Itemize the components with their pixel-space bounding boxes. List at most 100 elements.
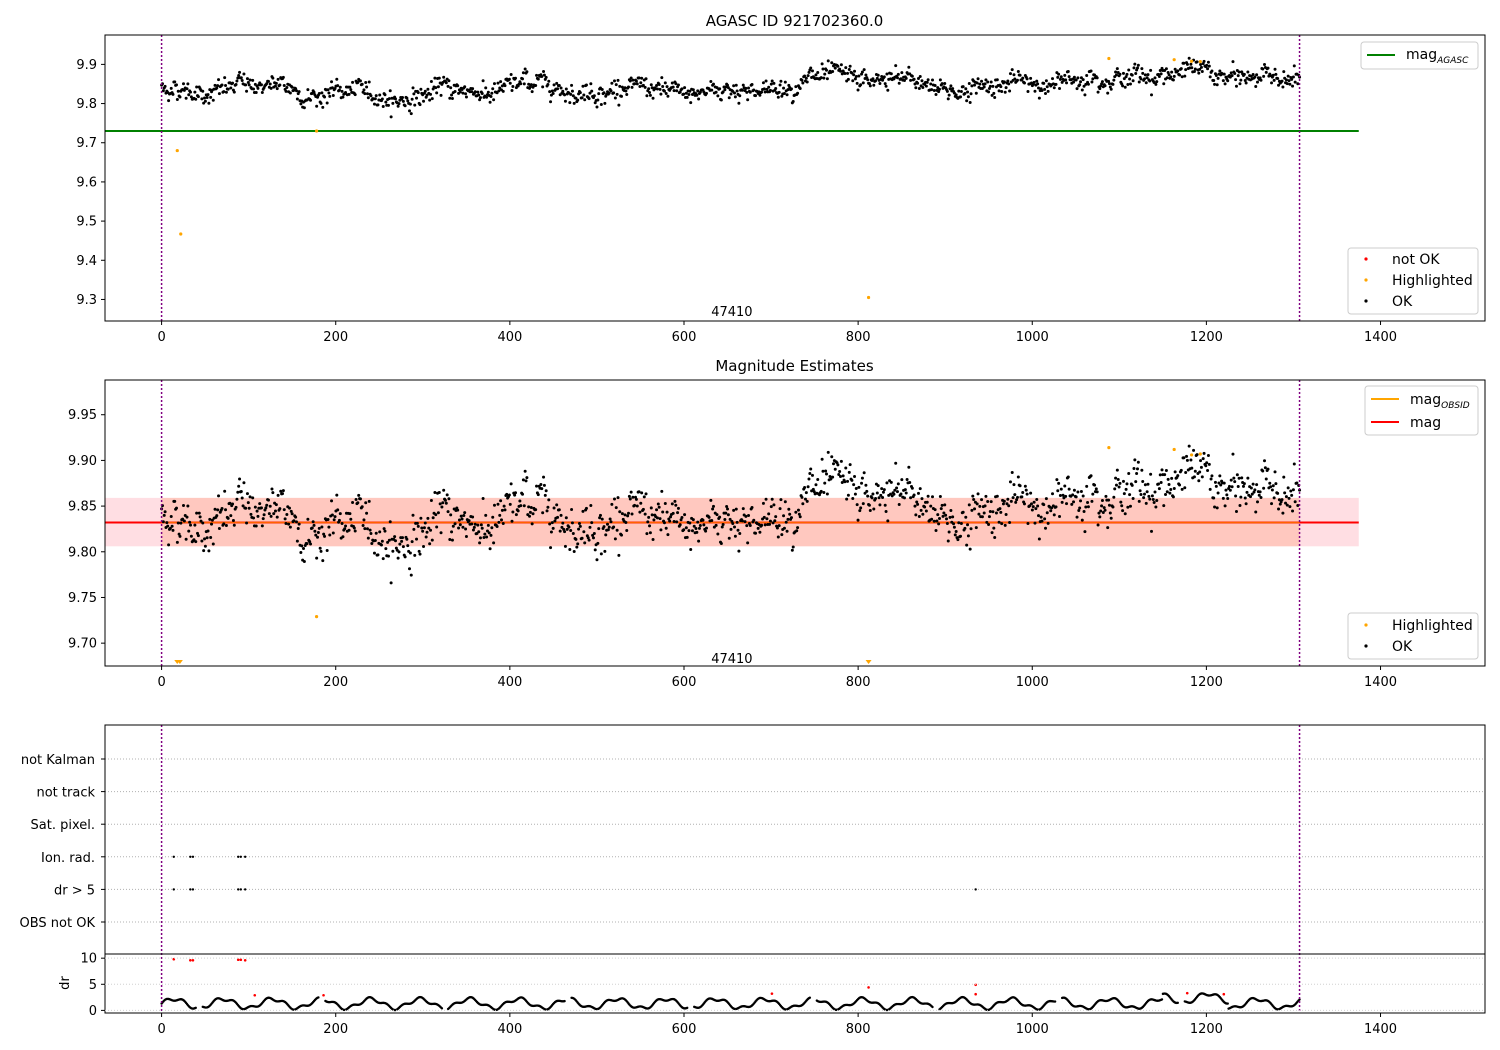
ok-point — [655, 87, 659, 91]
ok-point — [1225, 493, 1229, 497]
ok-point — [760, 523, 764, 527]
ok-point — [1013, 493, 1017, 497]
ok-point — [343, 527, 347, 531]
ok-point — [383, 529, 387, 533]
ok-point — [1223, 504, 1227, 508]
ok-point — [804, 491, 808, 495]
ok-point — [1253, 75, 1257, 79]
ok-point — [1150, 529, 1154, 533]
ok-point — [319, 549, 323, 553]
ok-point — [726, 86, 730, 90]
ok-point — [274, 503, 278, 507]
ok-point — [1281, 511, 1285, 515]
ok-point — [253, 505, 257, 509]
estimates-legend-top: magOBSID mag — [1364, 385, 1479, 436]
ok-point — [449, 86, 453, 90]
ok-point — [440, 505, 444, 509]
ok-point — [1182, 456, 1186, 460]
ok-point — [933, 508, 937, 512]
ok-point — [938, 87, 942, 91]
ok-point — [333, 515, 337, 519]
ok-point — [798, 87, 802, 91]
ok-point — [1154, 505, 1158, 509]
ok-point — [403, 104, 407, 108]
ok-point — [1251, 482, 1255, 486]
ok-point — [275, 515, 279, 519]
ok-point — [864, 73, 868, 77]
ok-point — [459, 514, 463, 518]
legend-not-ok-swatch — [1364, 257, 1368, 261]
agasc-panel-title: AGASC ID 921702360.0 — [706, 12, 884, 30]
ok-point — [453, 522, 457, 526]
ok-point — [779, 79, 783, 83]
dr-point — [1226, 1002, 1229, 1005]
ok-point — [593, 548, 597, 552]
ok-point — [353, 529, 357, 533]
ok-point — [895, 490, 899, 494]
ok-point — [758, 93, 762, 97]
ok-point — [1125, 72, 1129, 76]
ok-point — [1157, 487, 1161, 491]
ok-point — [429, 528, 433, 532]
ok-point — [314, 533, 318, 537]
ok-point — [1291, 75, 1295, 79]
ok-point — [808, 471, 812, 475]
ok-point — [549, 100, 553, 104]
ok-point — [315, 556, 319, 560]
ok-point — [874, 497, 878, 501]
ok-point — [1280, 498, 1284, 502]
ok-point — [438, 502, 442, 506]
ok-point — [984, 494, 988, 498]
ok-point — [833, 467, 837, 471]
ok-point — [727, 536, 731, 540]
ok-point — [1111, 82, 1115, 86]
ok-point — [586, 536, 590, 540]
ok-point — [410, 97, 414, 101]
ok-point — [978, 82, 982, 86]
ok-point — [876, 73, 880, 77]
ok-point — [881, 495, 885, 499]
ok-point — [184, 96, 188, 100]
ok-point — [786, 517, 790, 521]
ok-point — [484, 86, 488, 90]
ok-point — [930, 517, 934, 521]
ok-point — [868, 509, 872, 513]
ok-point — [209, 535, 213, 539]
ok-point — [447, 79, 451, 83]
ok-point — [1033, 521, 1037, 525]
ok-point — [896, 482, 900, 486]
ok-point — [1180, 75, 1184, 79]
legend-frame — [1360, 41, 1479, 70]
ok-point — [1221, 79, 1225, 83]
dr-y-tick-label: 5 — [89, 978, 97, 993]
ok-point — [499, 499, 503, 503]
ok-point — [563, 93, 567, 97]
ok-point — [1157, 74, 1161, 78]
ok-point — [1241, 484, 1245, 488]
ok-point — [1277, 507, 1281, 511]
ok-point — [565, 527, 569, 531]
x-tick-label: 0 — [157, 330, 165, 345]
ok-point — [1255, 73, 1259, 77]
ok-point — [200, 539, 204, 543]
ok-point — [1011, 496, 1015, 500]
ok-point — [664, 526, 668, 530]
offscale-marker — [176, 660, 183, 664]
ok-point — [367, 499, 371, 503]
ok-point — [540, 487, 544, 491]
ok-point — [902, 496, 906, 500]
ok-point — [805, 80, 809, 84]
ok-point — [841, 474, 845, 478]
ok-point — [341, 535, 345, 539]
ok-point — [625, 92, 629, 96]
ok-point — [354, 497, 358, 501]
ok-point — [416, 91, 420, 95]
ok-point — [1271, 484, 1275, 488]
ok-point — [1149, 68, 1153, 72]
ok-point — [312, 90, 316, 94]
ok-point — [523, 469, 527, 473]
ok-point — [424, 535, 428, 539]
ok-point — [599, 102, 603, 106]
ok-point — [995, 494, 999, 498]
flag-point — [974, 888, 977, 891]
